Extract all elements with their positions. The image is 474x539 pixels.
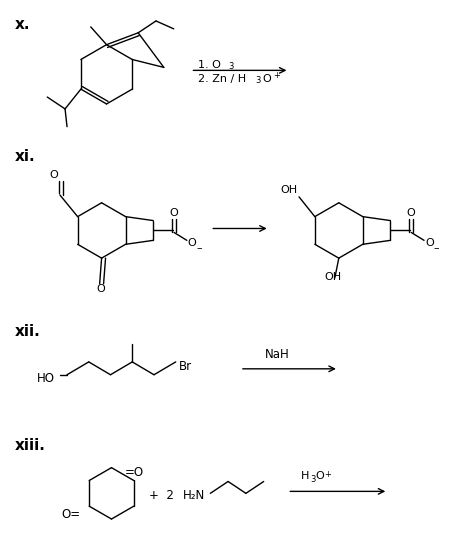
Text: 3: 3 (256, 77, 261, 85)
Text: 3: 3 (310, 475, 316, 485)
Text: +: + (273, 71, 281, 80)
Text: O: O (169, 208, 178, 218)
Text: O: O (263, 74, 272, 84)
Text: O: O (315, 472, 324, 481)
Text: =O: =O (125, 466, 144, 479)
Text: HO: HO (37, 372, 55, 385)
Text: NaH: NaH (264, 348, 290, 361)
Text: 2. Zn / H: 2. Zn / H (199, 74, 246, 84)
Text: 1. O: 1. O (199, 60, 221, 71)
Text: xiii.: xiii. (15, 438, 46, 453)
Text: O: O (406, 208, 415, 218)
Text: O=: O= (62, 508, 81, 521)
Text: –: – (197, 243, 202, 253)
Text: OH: OH (280, 185, 297, 195)
Text: +  2: + 2 (149, 489, 174, 502)
Text: H: H (301, 472, 310, 481)
Text: +: + (324, 469, 331, 479)
Text: O: O (188, 238, 197, 248)
Text: Br: Br (179, 361, 192, 374)
Text: –: – (434, 243, 439, 253)
Text: O: O (425, 238, 434, 248)
Text: H₂N: H₂N (182, 489, 205, 502)
Text: O: O (97, 284, 105, 294)
Text: xii.: xii. (15, 324, 40, 340)
Text: x.: x. (15, 17, 30, 32)
Text: O: O (50, 170, 58, 180)
Text: OH: OH (324, 272, 341, 282)
Text: xi.: xi. (15, 149, 35, 164)
Text: 3: 3 (228, 63, 234, 72)
